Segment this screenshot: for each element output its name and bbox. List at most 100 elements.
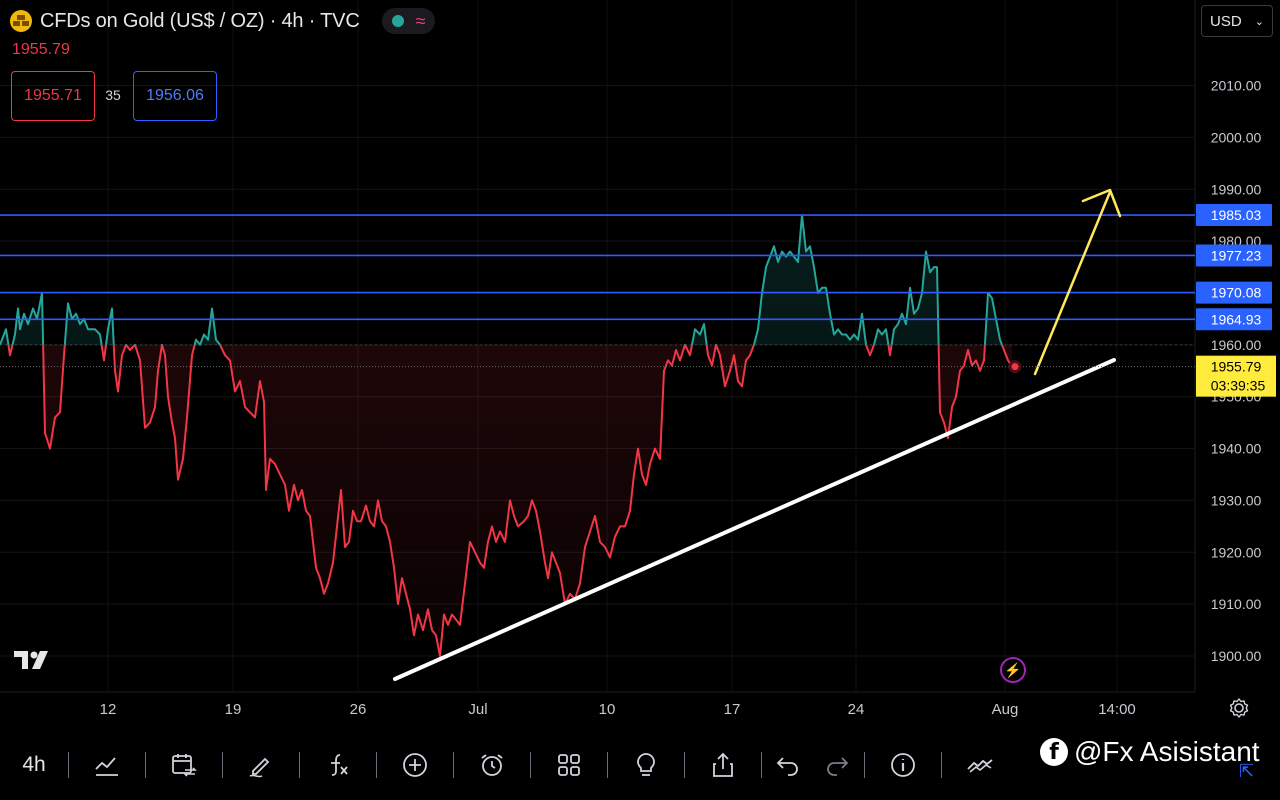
function-icon: [331, 754, 348, 776]
price-tag-bg: [1196, 355, 1276, 397]
forecast-arrow[interactable]: [1033, 188, 1122, 376]
divider: [607, 752, 608, 778]
divider: [376, 752, 377, 778]
current-price-tag: 1955.79 03:39:35: [0, 355, 1276, 397]
horizontal-levels[interactable]: 1985.03 1977.23 1970.08 1964.93: [0, 204, 1272, 331]
divider: [941, 752, 942, 778]
divider: [68, 752, 69, 778]
pen-icon: [249, 757, 270, 778]
level-label: 1964.93: [1211, 311, 1262, 327]
symbol-title[interactable]: CFDs on Gold (US$ / OZ) · 4h · TVC: [40, 9, 360, 32]
divider: [864, 752, 865, 778]
y-tick-label: 2000.00: [1211, 129, 1262, 145]
share-icon: [713, 752, 733, 777]
undo-icon: [776, 757, 798, 776]
level-tag: [1196, 308, 1272, 331]
price-tag-countdown: 03:39:35: [1211, 378, 1266, 394]
y-tick-label: 1930.00: [1211, 492, 1262, 508]
drawings[interactable]: [393, 188, 1122, 681]
x-tick-label: 19: [225, 701, 242, 718]
x-tick-label: 10: [599, 701, 616, 718]
divider: [145, 752, 146, 778]
level-tag: [1196, 281, 1272, 304]
level-label: 1970.08: [1211, 285, 1262, 301]
y-tick-label: 1910.00: [1211, 596, 1262, 612]
divider: [299, 752, 300, 778]
alarm-clock-icon: [481, 754, 503, 776]
price-chart[interactable]: 1900.001910.001920.001930.001940.001950.…: [0, 0, 1280, 730]
alert-button[interactable]: [454, 730, 530, 800]
undo-button[interactable]: [762, 730, 812, 800]
lightning-icon[interactable]: ⚡: [1000, 657, 1026, 683]
buy-button[interactable]: 1956.06: [133, 71, 217, 121]
market-open-icon: [391, 15, 404, 27]
watermark: f @Fx Asisistant: [1040, 736, 1260, 768]
area-below-baseline: [0, 344, 1012, 656]
level-label: 1977.23: [1211, 247, 1262, 263]
redo-button[interactable]: [812, 730, 864, 800]
y-tick-label: 1900.00: [1211, 648, 1262, 664]
market-status[interactable]: ≈: [381, 8, 436, 34]
chevron-down-icon: ⌄: [1254, 15, 1264, 28]
timeframe-button[interactable]: 4h: [22, 753, 46, 776]
watermark-text: @Fx Asisistant: [1074, 736, 1260, 767]
divider: [761, 752, 762, 778]
bottom-toolbar: 4h: [0, 730, 1280, 800]
divider: [684, 752, 685, 778]
y-tick-label: 1940.00: [1211, 441, 1262, 457]
spread-value: 35: [105, 87, 121, 103]
divider: [453, 752, 454, 778]
info-icon: [891, 753, 915, 777]
x-tick-label: 26: [350, 701, 367, 718]
gold-bars-icon: [10, 10, 32, 32]
indicators-button[interactable]: [300, 730, 376, 800]
redo-icon: [827, 757, 849, 776]
symbol-header[interactable]: CFDs on Gold (US$ / OZ) · 4h · TVC ≈: [10, 8, 436, 34]
divider: [222, 752, 223, 778]
x-tick-label: 14:00: [1098, 701, 1136, 718]
grid-icon: [558, 754, 580, 776]
y-tick-label: 1920.00: [1211, 544, 1262, 560]
currency-select[interactable]: USD ⌄: [1201, 5, 1273, 37]
line-chart-icon: [95, 757, 118, 776]
drawing-tools-button[interactable]: [223, 730, 299, 800]
x-tick-label: Jul: [468, 701, 487, 718]
y-tick-label: 1990.00: [1211, 181, 1262, 197]
currency-value: USD: [1210, 12, 1242, 30]
expand-arrow-icon[interactable]: ⇱: [1239, 761, 1255, 781]
level-tag: [1196, 244, 1272, 267]
calendar-swap-icon: [172, 754, 197, 777]
trade-button[interactable]: [942, 730, 1018, 800]
layouts-button[interactable]: [531, 730, 607, 800]
lightbulb-icon: [637, 753, 655, 776]
x-tick-label: Aug: [992, 701, 1019, 718]
divider: [530, 752, 531, 778]
level-label: 1985.03: [1211, 207, 1262, 223]
price-line: [0, 214, 1013, 657]
tradingview-logo: [14, 648, 56, 678]
share-button[interactable]: [685, 730, 761, 800]
info-button[interactable]: [865, 730, 941, 800]
trend-line[interactable]: [393, 358, 1116, 681]
compare-button[interactable]: [146, 730, 222, 800]
time-axis: 12 19 26 Jul 10 17 24 Aug 14:00: [100, 701, 1136, 718]
area-above-baseline: [0, 215, 1002, 345]
line-above-baseline: [0, 214, 1004, 345]
sell-button[interactable]: 1955.71: [11, 71, 95, 121]
line-below-baseline: [0, 344, 1013, 657]
settings-gear-icon[interactable]: [1228, 697, 1250, 719]
plus-circle-icon: [403, 753, 427, 777]
x-tick-label: 17: [724, 701, 741, 718]
handshake-icon: [967, 759, 993, 773]
current-price-dot: [1008, 360, 1022, 374]
last-price: 1955.79: [12, 41, 70, 58]
add-button[interactable]: [377, 730, 453, 800]
chart-type-button[interactable]: [69, 730, 145, 800]
x-tick-label: 12: [100, 701, 117, 718]
price-area: [0, 215, 1012, 656]
level-tag: [1196, 204, 1272, 227]
wave-icon: ≈: [415, 11, 426, 31]
y-tick-label: 1960.00: [1211, 337, 1262, 353]
ideas-button[interactable]: [608, 730, 684, 800]
x-tick-label: 24: [848, 701, 865, 718]
